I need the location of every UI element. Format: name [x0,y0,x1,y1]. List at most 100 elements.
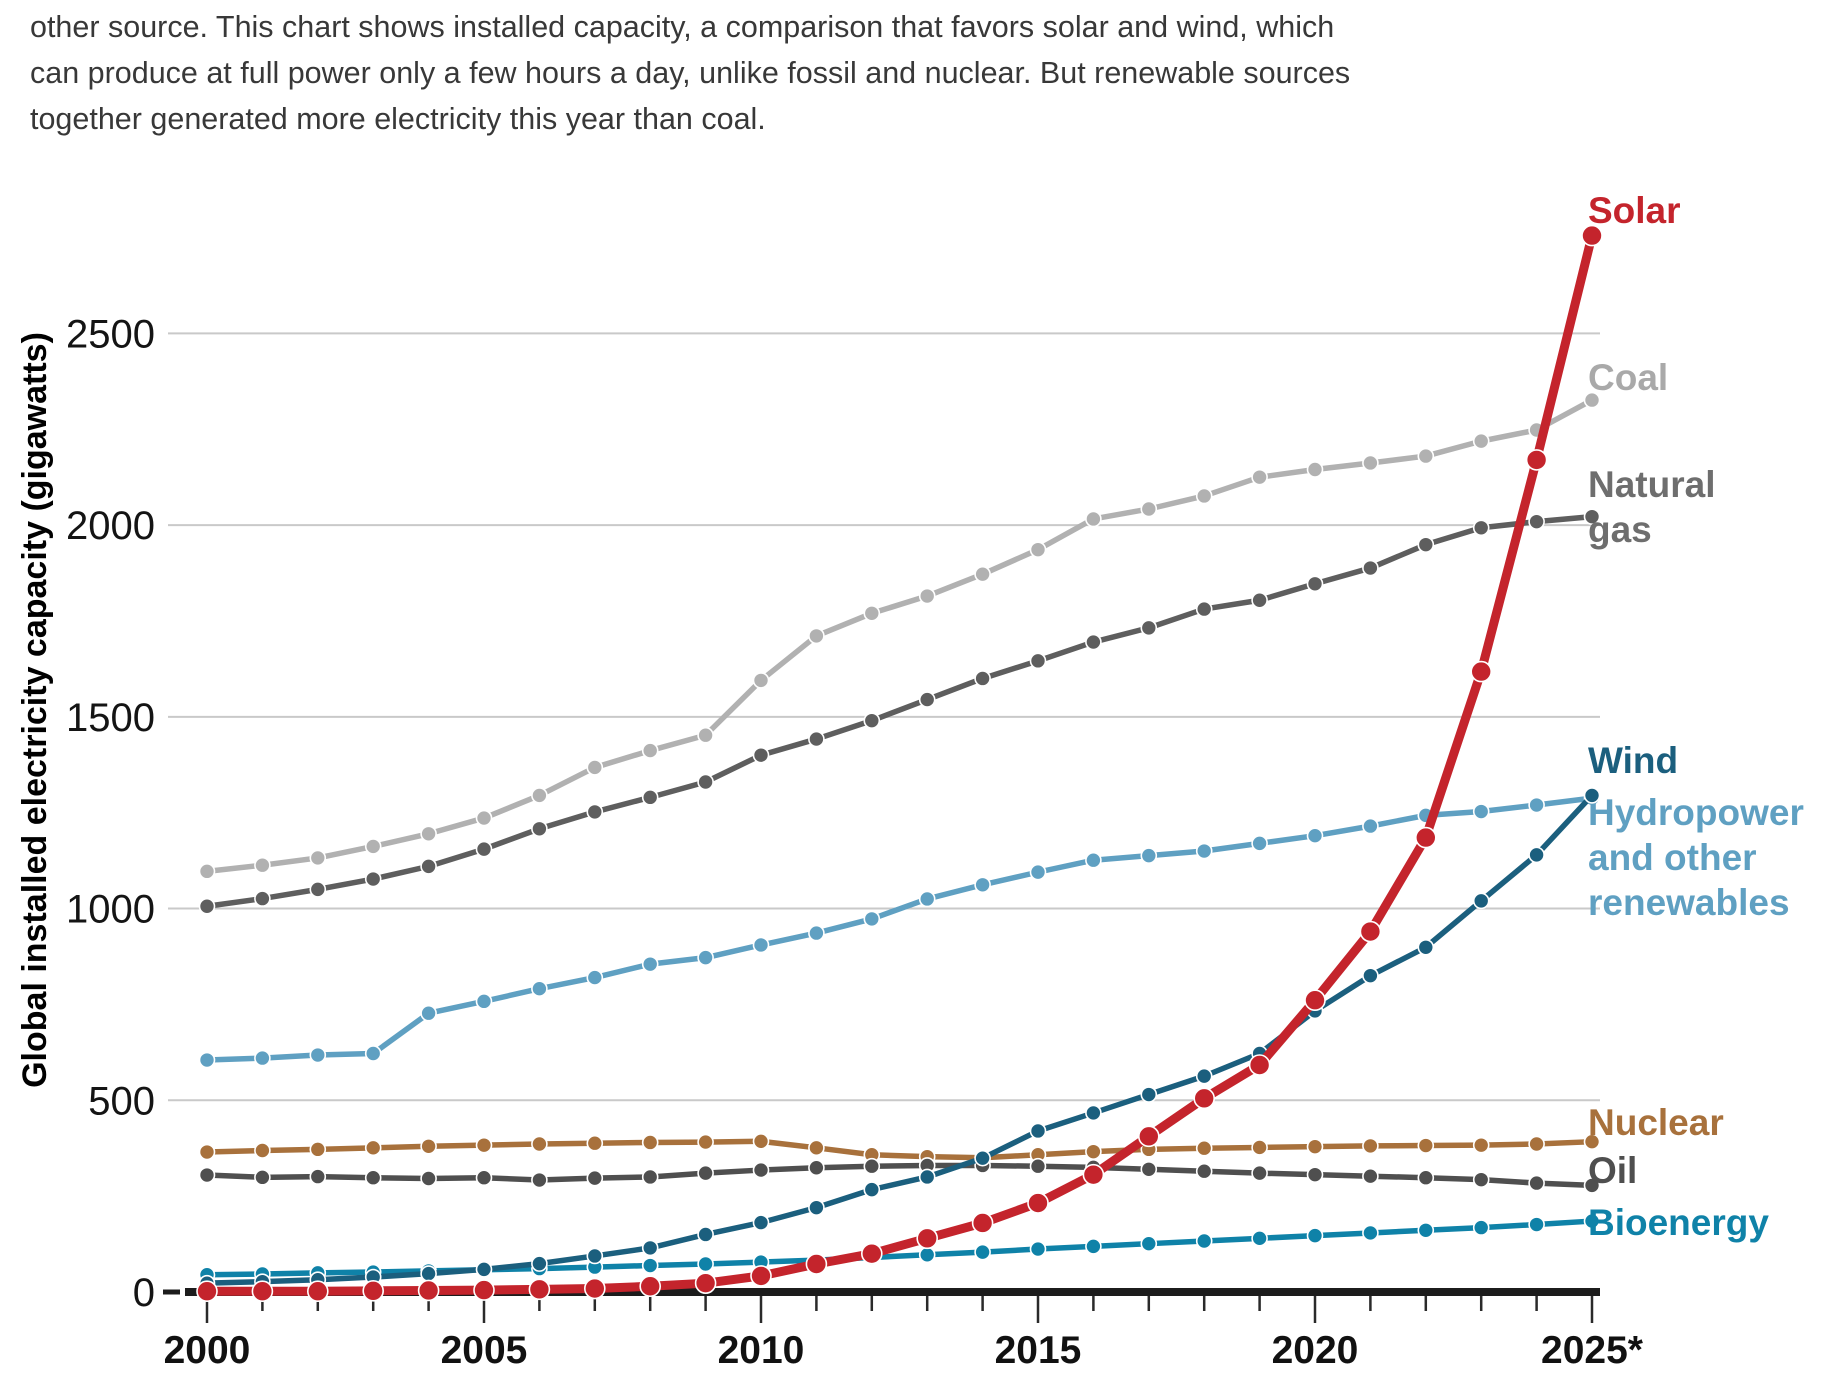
series-point-oil-2015 [1029,1157,1047,1175]
y-tick-label-2000: 2000 [66,504,155,548]
series-label-hydropower-and-other-renewables: Hydropower and other renewables [1588,792,1804,923]
x-tick-label-2015: 2015 [995,1329,1082,1372]
x-tick-label-2005: 2005 [441,1329,528,1372]
series-point-hydropower-and-other-renewables-2001 [254,1049,271,1067]
series-point-solar-2024 [1525,449,1548,471]
series-point-oil-2010 [752,1161,770,1179]
series-point-coal-2020 [1306,461,1324,478]
series-point-coal-2002 [309,849,327,867]
series-point-natural-gas-2014 [974,670,991,687]
series-point-oil-2017 [1140,1160,1158,1178]
series-label-wind: Wind [1588,740,1678,781]
series-point-wind-2011 [808,1199,825,1216]
series-point-solar-2017 [1138,1125,1160,1148]
series-point-nuclear-2008 [641,1134,659,1151]
series-point-bioenergy-2024 [1528,1216,1545,1233]
series-point-wind-2023 [1472,892,1490,910]
series-point-oil-2019 [1251,1164,1268,1182]
series-point-nuclear-2004 [420,1137,437,1155]
series-point-bioenergy-2022 [1417,1221,1435,1239]
series-point-hydropower-and-other-renewables-2018 [1195,842,1213,860]
series-point-bioenergy-2008 [641,1257,659,1274]
series-point-bioenergy-2016 [1085,1238,1102,1255]
series-point-oil-2001 [254,1169,271,1186]
y-tick-label-500: 500 [88,1079,155,1123]
series-point-nuclear-2022 [1417,1137,1435,1154]
series-point-coal-2009 [697,726,714,744]
description-line-2: can produce at full power only a few hou… [30,56,1351,90]
series-point-hydropower-and-other-renewables-2007 [586,969,604,986]
series-point-hydropower-and-other-renewables-2024 [1528,796,1545,814]
series-point-bioenergy-2014 [974,1243,991,1261]
series-point-bioenergy-2015 [1029,1240,1047,1258]
series-point-solar-2020 [1304,989,1326,1011]
series-point-solar-2007 [583,1277,606,1300]
series-point-oil-2002 [309,1168,327,1185]
series-point-oil-2003 [364,1169,382,1187]
series-point-coal-2013 [918,587,936,605]
series-point-oil-2022 [1417,1169,1435,1187]
series-point-oil-2020 [1306,1166,1324,1183]
series-point-coal-2003 [364,838,382,855]
series-point-bioenergy-2017 [1140,1235,1158,1252]
series-point-nuclear-2020 [1306,1138,1324,1155]
series-point-oil-2000 [198,1166,216,1184]
series-point-wind-2008 [641,1239,659,1257]
series-point-hydropower-and-other-renewables-2006 [531,980,548,997]
series-point-natural-gas-2023 [1472,519,1490,537]
series-point-wind-2022 [1417,938,1435,956]
series-point-natural-gas-2015 [1029,652,1047,670]
series-point-hydropower-and-other-renewables-2013 [918,890,936,908]
series-point-solar-2010 [750,1265,772,1287]
series-point-wind-2014 [974,1149,991,1167]
x-tick-label-2025: 2025* [1541,1329,1644,1372]
series-point-bioenergy-2020 [1306,1227,1324,1244]
series-line-solar [202,231,1597,1296]
series-point-coal-2012 [863,604,881,622]
series-point-solar-2013 [916,1227,939,1250]
series-point-solar-2002 [306,1280,329,1303]
series-point-coal-2025 [1583,391,1601,409]
series-point-solar-2005 [473,1279,495,1301]
series-line-coal [204,397,1595,875]
series-point-coal-2008 [641,742,659,759]
series-label-nuclear: Nuclear [1588,1102,1724,1143]
x-tick-label-2020: 2020 [1272,1329,1359,1372]
series-point-hydropower-and-other-renewables-2023 [1472,803,1490,820]
series-point-wind-2024 [1528,846,1545,864]
series-label-solar: Solar [1588,190,1681,231]
series-point-natural-gas-2010 [752,746,770,764]
y-tick-label-1500: 1500 [66,696,155,740]
series-point-oil-2011 [808,1159,825,1177]
series-point-bioenergy-2018 [1195,1232,1213,1250]
series-point-coal-2014 [974,565,991,583]
series-point-hydropower-and-other-renewables-2002 [309,1046,327,1064]
description-line-1: other source. This chart shows installed… [30,10,1335,44]
series-point-nuclear-2023 [1472,1136,1490,1154]
series-point-bioenergy-2013 [918,1246,936,1264]
series-point-oil-2008 [641,1168,659,1186]
series-point-coal-2019 [1251,468,1268,486]
series-point-coal-2018 [1195,487,1213,505]
series-point-oil-2006 [531,1171,548,1189]
series-point-oil-2005 [475,1169,493,1187]
series-point-oil-2004 [420,1170,437,1187]
series-point-coal-2007 [586,759,604,776]
series-point-solar-2009 [694,1272,717,1294]
series-point-wind-2025 [1583,787,1601,804]
series-point-natural-gas-2009 [697,773,714,791]
series-point-hydropower-and-other-renewables-2010 [752,936,770,954]
series-point-solar-2016 [1082,1163,1105,1186]
series-point-solar-2008 [639,1275,662,1298]
series-point-natural-gas-2011 [808,730,825,748]
series-point-wind-2012 [863,1181,881,1198]
series-point-natural-gas-2004 [420,858,437,875]
series-point-natural-gas-2003 [364,870,382,888]
y-axis-title: Global installed electricity capacity (g… [16,332,54,1088]
series-point-natural-gas-2018 [1195,600,1213,618]
series-point-nuclear-2001 [254,1142,271,1159]
series-label-bioenergy: Bioenergy [1588,1202,1769,1243]
series-point-oil-2009 [697,1164,714,1182]
series-point-bioenergy-2023 [1472,1219,1490,1236]
series-point-solar-2015 [1027,1192,1049,1214]
